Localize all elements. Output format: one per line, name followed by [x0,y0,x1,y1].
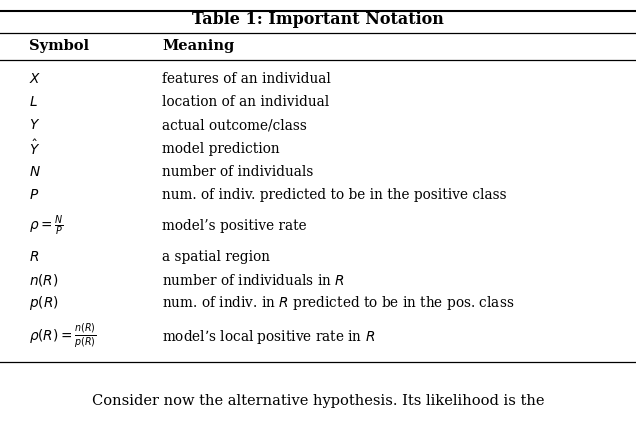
Text: location of an individual: location of an individual [162,95,329,109]
Text: Consider now the alternative hypothesis. Its likelihood is the: Consider now the alternative hypothesis.… [92,395,544,408]
Text: $\hat{Y}$: $\hat{Y}$ [29,139,40,158]
Text: $p(R)$: $p(R)$ [29,294,59,312]
Text: $\rho(R) = \frac{n(R)}{p(R)}$: $\rho(R) = \frac{n(R)}{p(R)}$ [29,323,96,350]
Text: Table 1: Important Notation: Table 1: Important Notation [192,11,444,28]
Text: model’s positive rate: model’s positive rate [162,219,307,233]
Text: num. of indiv. predicted to be in the positive class: num. of indiv. predicted to be in the po… [162,188,507,202]
Text: num. of indiv. in $R$ predicted to be in the pos. class: num. of indiv. in $R$ predicted to be in… [162,294,515,312]
Text: $R$: $R$ [29,250,39,264]
Text: $Y$: $Y$ [29,118,40,132]
Text: model prediction: model prediction [162,141,280,156]
Text: Meaning: Meaning [162,39,235,53]
Text: $L$: $L$ [29,95,38,109]
Text: Symbol: Symbol [29,39,89,53]
Text: $\rho = \frac{N}{P}$: $\rho = \frac{N}{P}$ [29,214,63,238]
Text: actual outcome/class: actual outcome/class [162,118,307,132]
Text: number of individuals: number of individuals [162,165,314,179]
Text: $N$: $N$ [29,165,41,179]
Text: number of individuals in $R$: number of individuals in $R$ [162,273,345,288]
Text: $X$: $X$ [29,72,41,86]
Text: features of an individual: features of an individual [162,72,331,86]
Text: model’s local positive rate in $R$: model’s local positive rate in $R$ [162,328,375,345]
Text: $P$: $P$ [29,188,39,202]
Text: a spatial region: a spatial region [162,250,270,264]
Text: $n(R)$: $n(R)$ [29,272,59,288]
